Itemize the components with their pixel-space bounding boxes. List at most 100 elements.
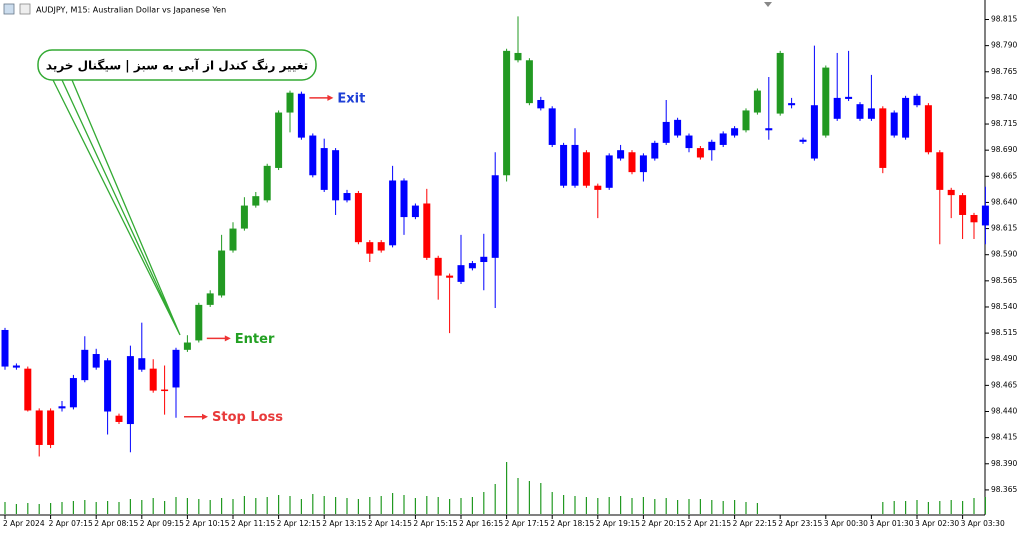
candle-body	[457, 265, 465, 282]
candle-body	[788, 103, 796, 106]
candle-body	[981, 205, 989, 226]
candle-body	[856, 104, 864, 119]
y-tick-label: 98.815	[991, 14, 1017, 23]
candle-body	[81, 349, 89, 381]
x-tick-label: 2 Apr 11:15	[231, 519, 275, 528]
y-tick-label: 98.390	[991, 459, 1017, 468]
x-tick-label: 2 Apr 2024	[3, 519, 45, 528]
candle-body	[810, 105, 818, 159]
y-tick-label: 98.765	[991, 67, 1017, 76]
candle-body	[275, 112, 283, 168]
y-tick-label: 98.590	[991, 250, 1017, 259]
x-tick-label: 2 Apr 19:15	[596, 519, 640, 528]
candle-body	[708, 141, 716, 151]
candle-body	[924, 105, 932, 153]
y-tick-label: 98.415	[991, 433, 1017, 442]
y-tick-label: 98.515	[991, 328, 1017, 337]
candle-body	[845, 96, 853, 99]
x-tick-label: 2 Apr 23:15	[778, 519, 822, 528]
candle-body	[366, 242, 374, 254]
candle-body	[696, 148, 704, 158]
x-tick-label: 2 Apr 07:15	[49, 519, 93, 528]
y-tick-label: 98.715	[991, 119, 1017, 128]
candle-body	[548, 108, 556, 145]
callout-text: تغییر رنگ کندل از آبی به سبز | سیگنال خر…	[46, 58, 308, 73]
candle-body	[822, 67, 830, 136]
candle-body	[970, 214, 978, 223]
candle-body	[617, 150, 625, 159]
candle-body	[400, 180, 408, 218]
candle-body	[719, 133, 727, 145]
candle-body	[480, 256, 488, 263]
candle-body	[685, 135, 693, 149]
candle-body	[69, 378, 77, 408]
candle-body	[537, 99, 545, 109]
candle-body	[753, 90, 761, 113]
candle-body	[446, 275, 454, 278]
x-tick-label: 3 Apr 00:30	[824, 519, 868, 528]
candle-body	[423, 203, 431, 258]
candle-body	[389, 180, 397, 246]
y-tick-label: 98.540	[991, 302, 1017, 311]
x-tick-label: 2 Apr 14:15	[368, 519, 412, 528]
candle-body	[731, 128, 739, 136]
chart-icon	[19, 3, 31, 15]
y-tick-label: 98.365	[991, 485, 1017, 494]
candle-body	[252, 196, 260, 206]
y-tick-label: 98.665	[991, 171, 1017, 180]
candle-body	[320, 148, 328, 190]
scroll-marker	[764, 2, 772, 7]
candle-body	[959, 195, 967, 215]
candle-body	[172, 349, 180, 388]
candle-body	[12, 365, 20, 368]
candle-body	[468, 263, 476, 269]
candle-body	[833, 97, 841, 119]
x-tick-label: 2 Apr 17:15	[505, 519, 549, 528]
candle-body	[628, 152, 636, 173]
x-tick-label: 2 Apr 16:15	[459, 519, 503, 528]
candle-body	[58, 406, 66, 409]
candle-body	[913, 95, 921, 106]
candle-body	[765, 128, 773, 131]
annotation-arrowhead	[202, 413, 208, 420]
annotation-arrowhead	[224, 335, 231, 342]
x-tick-label: 2 Apr 20:15	[641, 519, 685, 528]
candle-body	[491, 175, 499, 258]
candle-body	[309, 135, 317, 176]
x-tick-label: 3 Apr 01:30	[869, 519, 913, 528]
candle-body	[126, 356, 134, 425]
candle-body	[104, 360, 112, 412]
candle-body	[514, 52, 522, 61]
y-tick-label: 98.640	[991, 197, 1017, 206]
candle-body	[206, 293, 214, 305]
candle-body	[947, 189, 955, 196]
candle-body	[240, 205, 248, 229]
candle-body	[229, 228, 237, 251]
y-tick-label: 98.790	[991, 41, 1017, 50]
candle-body	[1, 329, 9, 367]
candle-body	[776, 52, 784, 114]
chart-title: AUDJPY, M15: Australian Dollar vs Japane…	[36, 6, 226, 15]
annotation-arrowhead	[327, 94, 334, 101]
y-tick-label: 98.615	[991, 224, 1017, 233]
annotation-label: Enter	[235, 332, 275, 347]
candle-body	[354, 193, 362, 243]
candle-body	[138, 358, 146, 370]
annotation-label: Stop Loss	[212, 410, 283, 425]
candle-body	[639, 155, 647, 173]
candle-body	[936, 152, 944, 190]
x-tick-label: 2 Apr 08:15	[94, 519, 138, 528]
candle-body	[195, 304, 203, 341]
candle-body	[149, 368, 157, 391]
candle-body	[525, 60, 533, 104]
candle-body	[183, 342, 191, 350]
x-tick-label: 2 Apr 09:15	[140, 519, 184, 528]
candle-body	[332, 150, 340, 201]
x-tick-label: 2 Apr 18:15	[550, 519, 594, 528]
callout-box	[37, 49, 317, 81]
x-tick-label: 2 Apr 12:15	[277, 519, 321, 528]
chart-icon	[3, 3, 15, 15]
